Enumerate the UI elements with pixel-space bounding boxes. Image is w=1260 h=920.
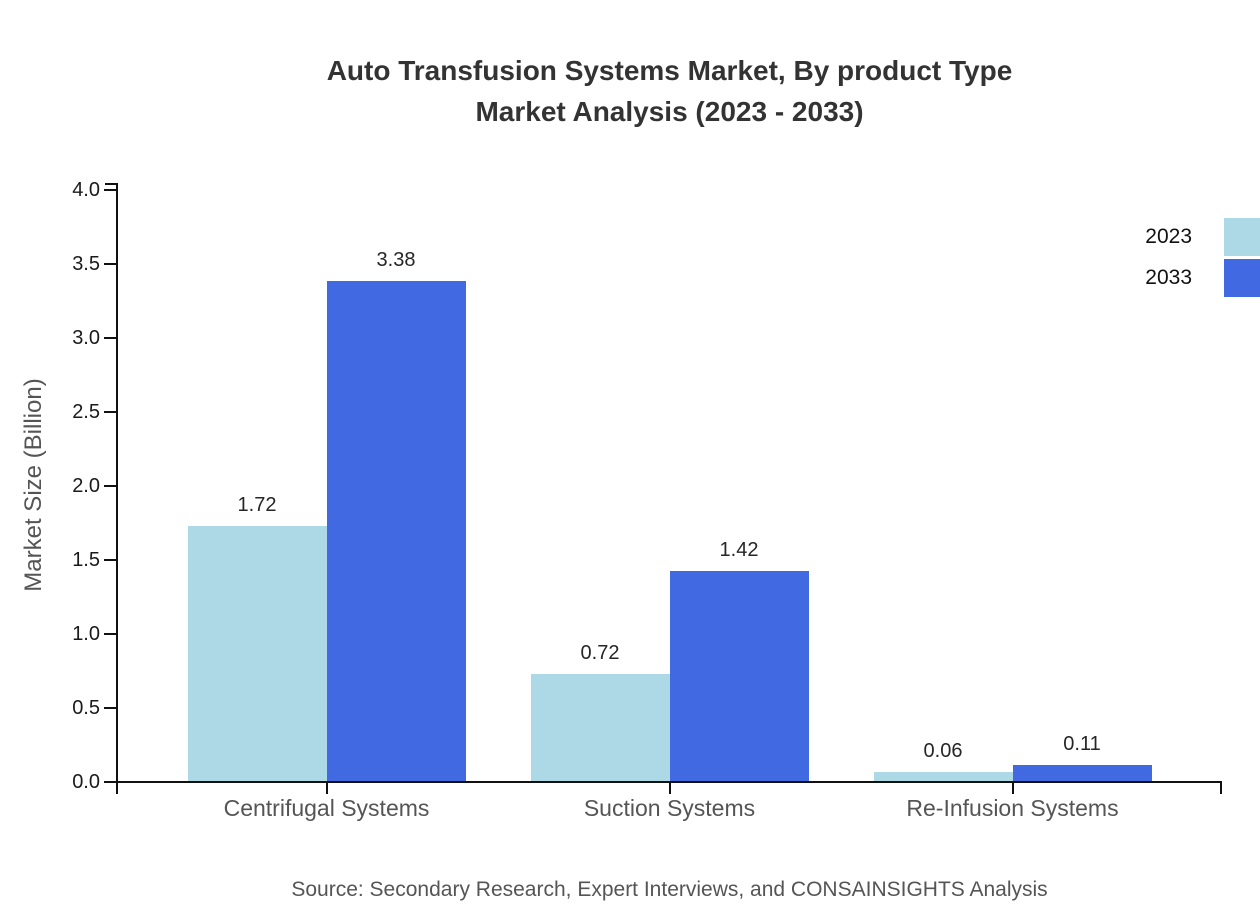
y-tick-label: 4.0 — [72, 179, 100, 201]
x-tick-label: Re-Infusion Systems — [906, 795, 1119, 821]
y-axis-line — [116, 183, 118, 783]
x-tick-label: Centrifugal Systems — [223, 795, 430, 821]
y-tick-label: 2.5 — [72, 401, 100, 423]
x-axis-line — [116, 781, 1222, 783]
y-tick-label: 0.5 — [72, 697, 100, 719]
x-tick-mark — [668, 783, 671, 794]
x-axis-left-cap — [116, 781, 118, 794]
x-tick-label: Suction Systems — [583, 795, 756, 821]
y-tick-mark — [104, 411, 116, 413]
chart-title: Auto Transfusion Systems Market, By prod… — [117, 50, 1222, 132]
legend-swatch-2023 — [1224, 218, 1260, 256]
source-note: Source: Secondary Research, Expert Inter… — [291, 878, 1048, 901]
y-tick-mark — [104, 633, 116, 635]
bar-value-label: 0.11 — [1063, 733, 1101, 755]
bar-2033-2 — [1013, 765, 1152, 781]
y-tick-mark — [104, 485, 116, 487]
legend-label-2033: 2033 — [1145, 266, 1192, 289]
y-axis-top-cap — [105, 183, 116, 185]
y-tick-mark — [104, 559, 116, 561]
chart-title-line-1: Auto Transfusion Systems Market, By prod… — [326, 55, 1013, 86]
bar-2023-0 — [188, 526, 327, 781]
bar-2023-1 — [531, 674, 670, 781]
bar-value-label: 1.42 — [719, 539, 759, 561]
y-tick-label: 2.0 — [72, 475, 100, 497]
chart-title-line-2: Market Analysis (2023 - 2033) — [475, 96, 864, 127]
y-tick-mark — [104, 707, 116, 709]
x-tick-mark — [325, 783, 328, 794]
x-tick-mark — [1011, 783, 1014, 794]
y-tick-label: 3.0 — [72, 327, 100, 349]
bar-2033-0 — [327, 281, 466, 781]
x-axis-right-cap — [1220, 781, 1222, 794]
bar-value-label: 0.06 — [923, 740, 963, 762]
y-tick-mark — [104, 337, 116, 339]
y-tick-label: 3.5 — [72, 253, 100, 275]
y-tick-mark — [104, 781, 116, 783]
y-tick-label: 1.0 — [72, 623, 100, 645]
y-tick-mark — [104, 263, 116, 265]
bar-2023-2 — [874, 772, 1013, 781]
bar-2033-1 — [670, 571, 809, 781]
y-tick-label: 1.5 — [72, 549, 100, 571]
bar-value-label: 1.72 — [237, 494, 277, 516]
y-tick-label: 0.0 — [72, 771, 100, 793]
bar-value-label: 3.38 — [376, 249, 416, 271]
legend-swatch-2033 — [1224, 259, 1260, 297]
y-tick-mark — [104, 189, 116, 191]
bar-value-label: 0.72 — [580, 642, 620, 664]
legend: 2023 2033 — [1040, 218, 1260, 338]
legend-label-2023: 2023 — [1145, 225, 1192, 248]
